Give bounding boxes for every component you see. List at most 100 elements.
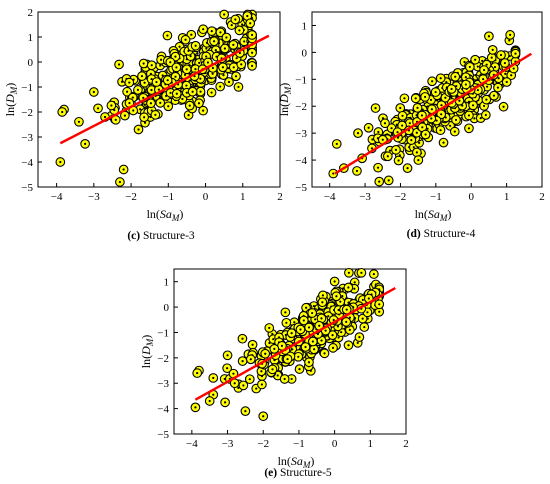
scatter-point [464,62,475,72]
y-tick-label: 0 [28,57,34,69]
scatter-point [194,98,204,109]
scatter-point [307,308,318,318]
scatter-point [406,135,417,145]
plot-frame [311,11,543,188]
y-tick-label: −2 [157,353,169,365]
scatter-point [480,110,491,120]
scatter-point [397,120,407,131]
scatter-point [231,71,241,82]
scatter-point [420,92,430,102]
y-tick-label: −2 [295,101,307,113]
y-tick-label: −1 [21,82,33,94]
x-tick-label: 1 [368,438,374,450]
y-tick-label: −3 [21,132,33,144]
scatter-point [118,164,129,175]
regression-line [59,34,270,145]
scatter-point [410,93,421,104]
x-tick-label: −3 [88,191,100,203]
scatter-point [162,75,173,86]
scatter-point [218,62,228,73]
scatter-point [170,51,181,62]
scatter-point [383,175,394,186]
x-tick-label: 0 [468,191,474,203]
scatter-point [319,348,330,359]
scatter-point [412,102,423,113]
x-axis-ticks: −4 −3 −2 −1 0 1 2 [324,183,545,203]
scatter-point [343,340,354,351]
scatter-point [461,79,471,90]
scatter-point [343,282,354,293]
x-axis-ticks: −4 −3 −2 −1 0 1 2 [186,430,409,450]
y-tick-label: −4 [295,155,307,167]
scatter-point [57,107,68,117]
scatter-point [190,40,201,51]
scatter-point [138,58,149,69]
scatter-point [329,276,340,287]
scatter-point [198,24,209,35]
y-tick-label: −3 [157,378,169,390]
scatter-point [74,116,84,127]
y-tick-label: 0 [164,302,170,314]
panel-structure-3: −4 −3 −2 −1 0 1 2 −5 −4 −3 −2 −1 0 1 2 ln(SaM) ln(DM)… [3,7,283,242]
scatter-point [370,103,381,113]
scatter-point [267,364,278,375]
scatter-point [220,43,230,54]
scatter-points [328,30,521,187]
scatter-point [359,322,370,332]
scatter-point [280,307,291,318]
scatter-point [260,348,271,359]
x-tick-label: 0 [203,191,209,203]
scatter-point [226,20,237,30]
scatter-point [165,57,176,68]
plot-frame [37,11,281,188]
scatter-point [204,396,215,406]
scatter-point [318,290,328,301]
x-tick-label: −4 [186,438,198,450]
y-tick-label: −2 [21,107,33,119]
x-tick-label: −1 [293,438,305,450]
scatter-point [215,81,226,92]
y-tick-label: 2 [28,7,34,19]
panel-structure-5: −4 −3 −2 −1 0 1 2 −5−4−3−2−101 ln(SaM) ln(DM) … [139,267,409,479]
scatter-point [286,328,297,339]
scatter-point [393,155,404,166]
x-tick-label: −1 [162,191,174,203]
scatter-point [328,168,339,179]
x-tick-label: −2 [257,438,269,450]
y-tick-label: 0 [302,47,308,59]
x-tick-label: 1 [504,191,510,203]
panel-caption: (d) Structure-4 [407,228,476,240]
scatter-point [353,128,363,139]
x-tick-label: 2 [539,191,545,203]
scatter-point [264,323,275,333]
scatter-point [146,60,157,71]
scatter-point [286,374,297,384]
x-tick-label: −1 [430,191,442,203]
scatter-point [240,406,251,417]
scatter-point [282,354,293,364]
panel-caption: (c) Structure-3 [127,230,195,242]
scatter-point [417,110,427,121]
scatter-point [470,54,481,65]
x-tick-label: 0 [332,438,338,450]
plot-frame [173,268,407,435]
scatter-point [281,317,292,328]
scatter-point [137,71,147,81]
scatter-point [484,31,494,42]
scatter-point [238,380,249,391]
scatter-point [420,129,431,140]
scatter-point [171,62,182,73]
y-tick-label: −4 [157,404,169,416]
y-tick-label: −5 [295,182,307,194]
scatter-point [247,30,257,40]
scatter-point [220,397,230,408]
scatter-point [487,44,498,55]
scatter-point [133,124,144,135]
scatter-point [304,357,314,368]
regression-line [334,52,533,175]
scatter-point [328,343,338,353]
scatter-point [464,123,474,134]
scatter-point [215,27,226,38]
x-tick-label: −2 [395,191,407,203]
scatter-point [298,315,309,326]
